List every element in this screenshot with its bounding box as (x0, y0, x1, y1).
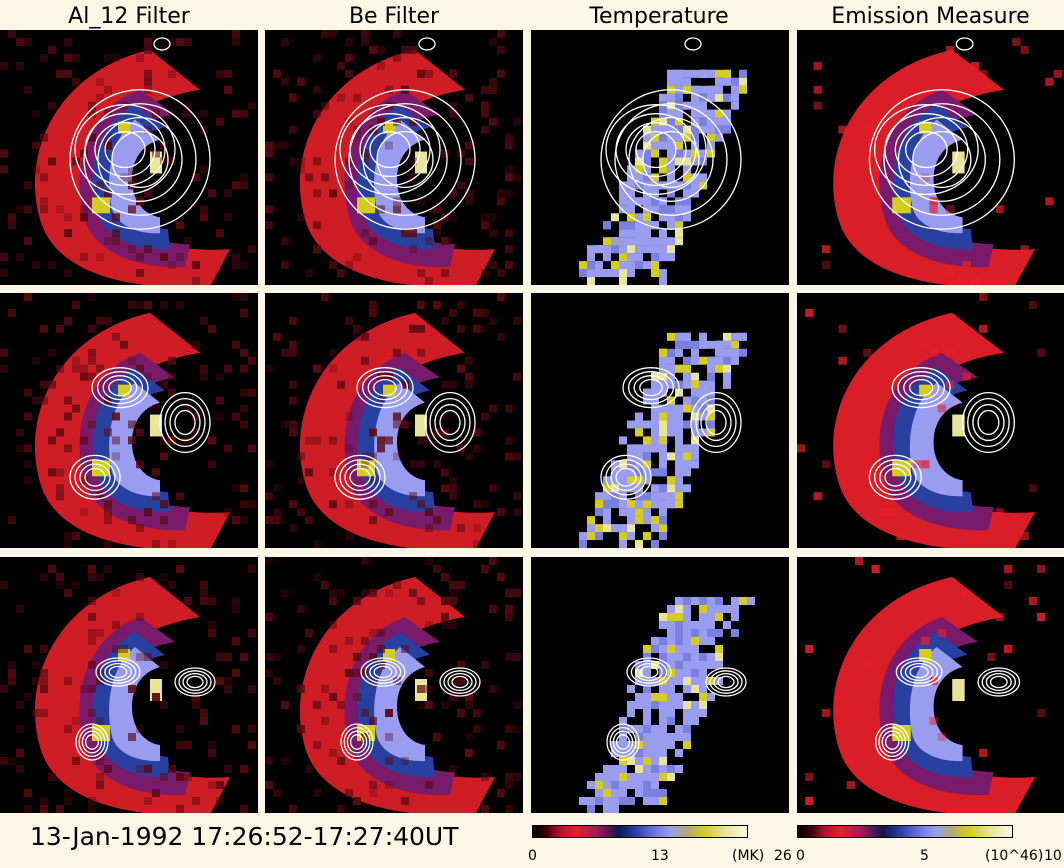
em-colorbar-mid: 5 (920, 848, 929, 864)
image-panel-emission-row-3 (797, 557, 1064, 813)
image-panel-be-row-3 (265, 557, 523, 813)
temp-colorbar-mid: 13 (651, 848, 669, 864)
image-panel-emission-row-1 (797, 30, 1064, 285)
temp-colorbar-max: 26 (774, 848, 792, 864)
image-panel-be-row-1 (265, 30, 523, 285)
column-title-temperature: Temperature (589, 4, 729, 29)
image-panel-be-row-2 (265, 293, 523, 548)
image-panel-temperature-row-3 (531, 557, 789, 813)
image-panel-al12-row-2 (0, 293, 258, 548)
column-title-be: Be Filter (348, 4, 440, 29)
observation-datetime: 13-Jan-1992 17:26:52-17:27:40UT (30, 822, 459, 851)
image-panel-emission-row-2 (797, 293, 1064, 548)
image-panel-al12-row-1 (0, 30, 258, 285)
temp-colorbar-min: 0 (528, 848, 537, 864)
em-colorbar-min: 0 (796, 848, 805, 864)
temp-colorbar-unit: (MK) (732, 848, 765, 864)
temperature-colorbar (532, 825, 748, 838)
image-panel-temperature-row-2 (531, 293, 789, 548)
em-colorbar-unit: (10^46) (985, 848, 1044, 864)
emission-colorbar (797, 825, 1013, 838)
image-panel-al12-row-3 (0, 557, 258, 813)
em-colorbar-max: 10 (1044, 848, 1062, 864)
column-title-emission-measure: Emission Measure (831, 4, 1030, 29)
column-title-al12: Al_12 Filter (68, 4, 190, 29)
image-panel-temperature-row-1 (531, 30, 789, 285)
